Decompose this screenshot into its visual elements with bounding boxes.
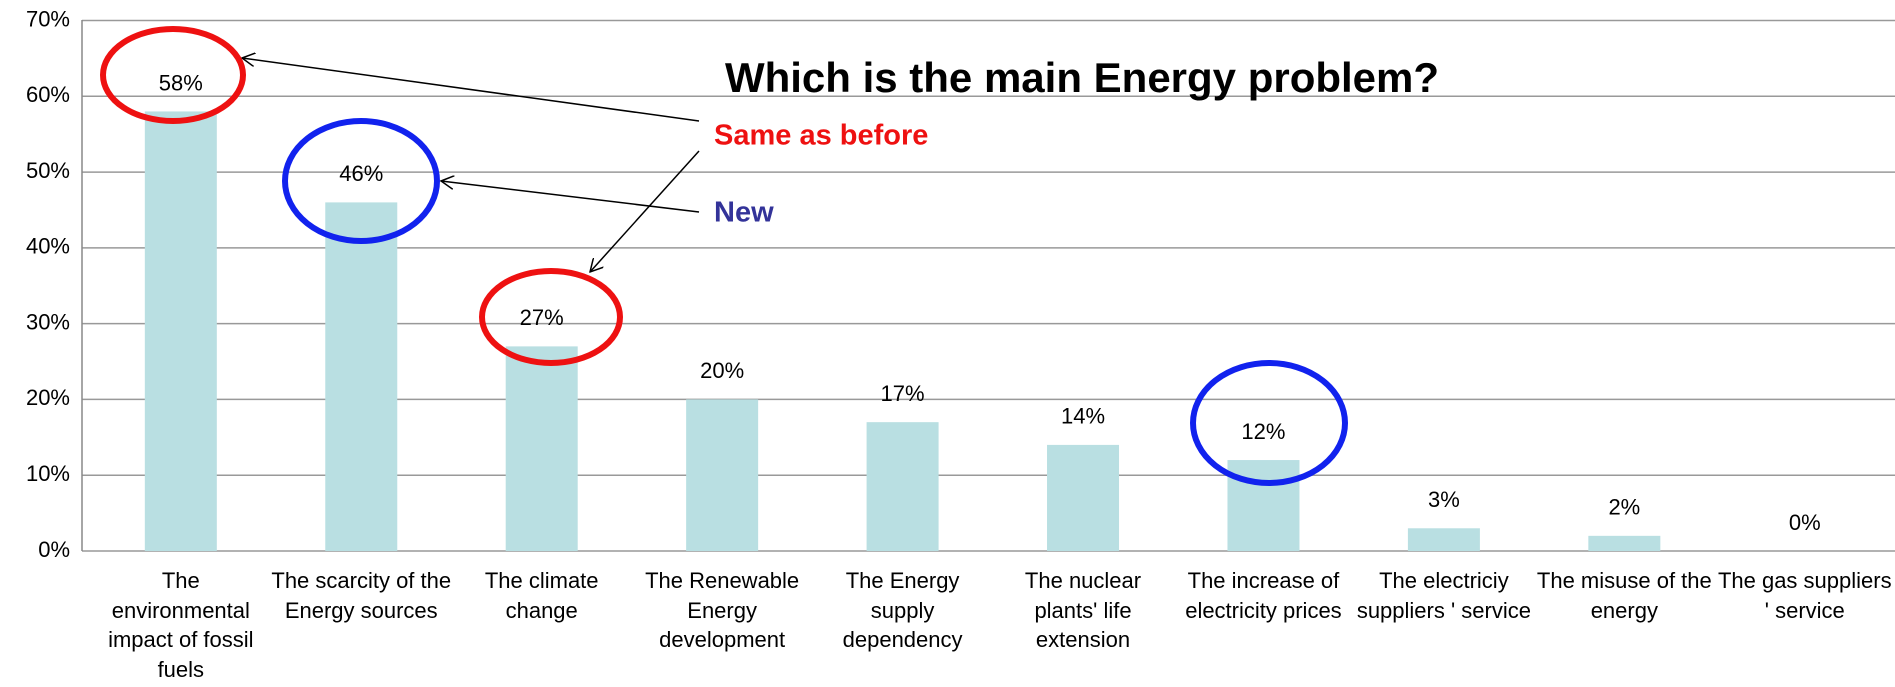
value-label: 12% — [1241, 419, 1285, 444]
annotation: Same as before — [714, 120, 928, 152]
x-tick-label: The climate change — [484, 568, 599, 623]
y-tick-label: 20% — [26, 385, 70, 410]
x-tick-label: The nuclear plants' life extension — [1024, 568, 1142, 652]
bar — [866, 422, 939, 551]
value-label: 14% — [1061, 404, 1105, 429]
y-tick-label: 50% — [26, 158, 70, 183]
y-tick-label: 10% — [26, 461, 70, 486]
y-tick-label: 60% — [26, 82, 70, 107]
annotation: New — [714, 197, 774, 229]
bar — [686, 399, 759, 551]
x-tick-label: The electriciy suppliers ' service — [1356, 568, 1531, 623]
value-label: 0% — [1789, 510, 1821, 535]
value-label: 17% — [881, 381, 925, 406]
y-tick-label: 70% — [26, 6, 70, 31]
value-label: 20% — [700, 358, 744, 383]
highlight-circle — [1190, 360, 1348, 486]
arrow — [242, 58, 700, 122]
arrow — [441, 181, 700, 213]
y-tick-label: 40% — [26, 234, 70, 259]
bar — [144, 111, 217, 551]
value-label: 27% — [520, 305, 564, 330]
chart-title: Which is the main Energy problem? — [725, 54, 1439, 101]
x-tick-label: The environmental impact of fossil fuels — [108, 568, 254, 682]
x-tick-label: The misuse of the energy — [1536, 568, 1712, 623]
x-tick-label: The Renewable Energy development — [645, 568, 800, 652]
x-tick-label: The Energy supply dependency — [842, 568, 963, 652]
value-label: 2% — [1608, 495, 1640, 520]
bars — [144, 111, 1661, 551]
highlights — [100, 26, 1348, 486]
highlight-circle — [479, 268, 623, 366]
bar — [1047, 444, 1120, 551]
value-label: 46% — [339, 161, 383, 186]
highlight-circle — [100, 26, 246, 124]
bar — [1227, 460, 1300, 551]
bar — [1588, 535, 1661, 551]
bar — [325, 202, 398, 551]
bar — [505, 346, 578, 551]
value-label: 3% — [1428, 487, 1460, 512]
y-tick-label: 0% — [38, 537, 70, 562]
highlight-circle — [282, 118, 440, 244]
x-tick-label: The gas suppliers ' service — [1717, 568, 1892, 623]
x-tick-label: The increase of electricity prices — [1185, 568, 1342, 623]
bar — [1407, 528, 1480, 551]
x-tick-label: The scarcity of the Energy sources — [271, 568, 452, 623]
y-tick-label: 30% — [26, 309, 70, 334]
arrow — [590, 150, 700, 272]
value-label: 58% — [159, 70, 203, 95]
